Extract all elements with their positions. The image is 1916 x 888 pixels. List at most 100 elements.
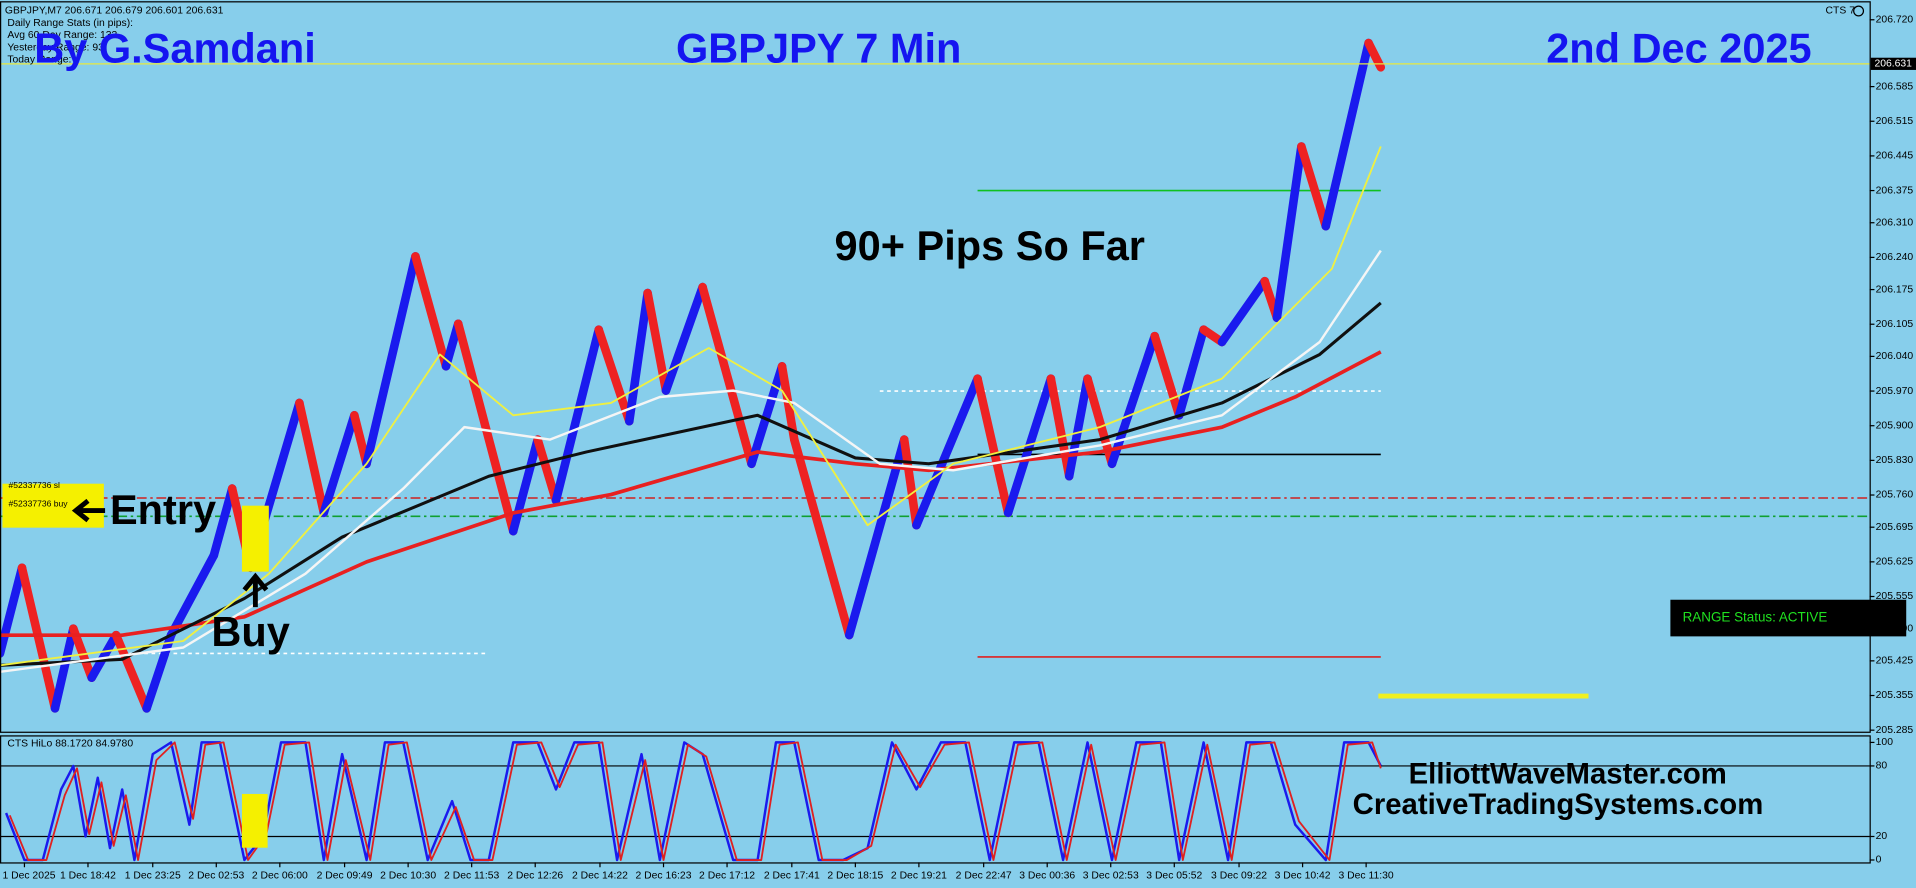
- price-swing: [111, 630, 151, 713]
- x-tick-label: 1 Dec 23:25: [125, 871, 181, 882]
- price-swing: [166, 551, 219, 640]
- y-tick-label: 205.830: [1876, 455, 1914, 466]
- stats-line: Avg 60 Day Range: 133: [7, 30, 117, 41]
- y-tick-label: 206.310: [1876, 217, 1914, 228]
- y-tick-label: 205.355: [1876, 690, 1914, 701]
- price-swing: [362, 252, 420, 469]
- platform-label: CTS 7: [1826, 6, 1856, 17]
- x-tick-label: 3 Dec 00:36: [1019, 871, 1075, 882]
- main-pane-border: [0, 1, 1871, 733]
- y-tick-label: 205.425: [1876, 656, 1914, 667]
- price-swing: [1321, 38, 1373, 231]
- price-swing: [87, 630, 121, 682]
- price-swing: [789, 435, 854, 640]
- price-swing: [698, 282, 756, 469]
- price-swing: [1272, 142, 1306, 323]
- price-swing: [912, 374, 982, 530]
- stats-line: Yesterday Range: 93: [7, 42, 104, 53]
- status-box: [1670, 599, 1907, 637]
- price-swing: [1150, 331, 1184, 420]
- entry-label: Entry: [110, 486, 216, 533]
- price-swing: [551, 325, 604, 505]
- price-swing: [625, 288, 652, 426]
- y-tick-label: 206.040: [1876, 351, 1914, 362]
- price-swing: [1107, 331, 1160, 469]
- oscillator-pane-border: [0, 735, 1871, 864]
- pips-note: 90+ Pips So Far: [835, 222, 1145, 269]
- entry-arrow: [71, 498, 106, 523]
- last-price-label: 206.631: [1874, 59, 1912, 70]
- x-tick-label: 3 Dec 02:53: [1083, 871, 1139, 882]
- x-tick-label: 2 Dec 22:47: [956, 871, 1012, 882]
- price-swing: [1064, 374, 1092, 481]
- author: By G.Samdani: [34, 24, 316, 71]
- x-tick-label: 3 Dec 09:22: [1211, 871, 1267, 882]
- x-tick-label: 2 Dec 11:53: [444, 871, 499, 882]
- indicator-line: [0, 350, 1382, 637]
- x-tick-label: 1 Dec 2025: [2, 871, 55, 882]
- price-swing: [533, 435, 561, 505]
- price-swing: [661, 282, 707, 395]
- y-tick-label: 206.375: [1876, 185, 1914, 196]
- buy-label: Buy: [211, 608, 289, 655]
- price-swing: [17, 563, 60, 713]
- x-tick-label: 1 Dec 18:42: [60, 871, 116, 882]
- y-tick-label: 20: [1876, 831, 1888, 842]
- indicator-line: [0, 249, 1382, 674]
- y-tick-label: 206.720: [1876, 15, 1914, 26]
- x-tick-label: 2 Dec 12:26: [507, 871, 563, 882]
- price-swing: [411, 252, 451, 371]
- status-text: RANGE Status: ACTIVE: [1683, 610, 1828, 625]
- buy-arrow: [242, 572, 269, 608]
- y-tick-label: 206.175: [1876, 284, 1914, 295]
- price-swing: [973, 374, 1013, 518]
- y-tick-label: 100: [1876, 737, 1894, 748]
- price-swing: [594, 325, 634, 426]
- oscillator-highlight: [241, 793, 268, 848]
- price-swing: [1174, 325, 1208, 420]
- price-swing: [142, 630, 176, 713]
- x-tick-label: 2 Dec 06:00: [252, 871, 308, 882]
- y-tick-label: 205.970: [1876, 386, 1914, 397]
- oscillator-title: CTS HiLo 88.1720 84.9780: [7, 739, 133, 750]
- indicator-line: [0, 301, 1382, 667]
- x-tick-label: 2 Dec 19:21: [891, 871, 947, 882]
- website: CreativeTradingSystems.com: [1353, 788, 1764, 821]
- price-swing: [50, 624, 78, 713]
- entry-highlight: [241, 505, 269, 572]
- price-swing: [844, 435, 909, 640]
- price-swing: [453, 319, 518, 536]
- y-tick-label: 205.695: [1876, 522, 1914, 533]
- y-tick-label: 206.445: [1876, 151, 1914, 162]
- x-tick-label: 2 Dec 10:30: [380, 871, 436, 882]
- indicator-line: [4, 741, 1382, 862]
- price-swing: [209, 484, 237, 560]
- y-tick-label: 205.760: [1876, 490, 1914, 501]
- price-swing: [319, 411, 359, 518]
- symbol-line: GBPJPY,M7 206.671 206.679 206.601 206.63…: [5, 6, 224, 17]
- price-swing: [747, 362, 787, 469]
- y-tick-label: 80: [1876, 761, 1888, 772]
- y-tick-label: 205.625: [1876, 557, 1914, 568]
- indicator-line: [0, 146, 1382, 667]
- stats-line: Today Range:: [7, 55, 71, 66]
- price-swing: [899, 435, 921, 530]
- x-tick-label: 2 Dec 02:53: [188, 871, 244, 882]
- x-tick-label: 2 Dec 17:41: [764, 871, 820, 882]
- x-tick-label: 3 Dec 11:30: [1339, 871, 1394, 882]
- date: 2nd Dec 2025: [1546, 24, 1811, 71]
- price-swing: [0, 563, 27, 658]
- y-tick-label: 206.240: [1876, 252, 1914, 263]
- y-tick-label: 206.585: [1876, 81, 1914, 92]
- x-tick-label: 2 Dec 16:23: [636, 871, 692, 882]
- x-tick-label: 2 Dec 14:22: [572, 871, 628, 882]
- price-swing: [295, 398, 329, 518]
- x-tick-label: 2 Dec 17:12: [699, 871, 755, 882]
- chart-title: GBPJPY 7 Min: [676, 24, 961, 71]
- stats-line: Daily Range Stats (in pips):: [7, 18, 133, 29]
- x-tick-label: 3 Dec 05:52: [1146, 871, 1202, 882]
- website: ElliottWaveMaster.com: [1409, 757, 1727, 790]
- y-tick-label: 205.555: [1876, 591, 1914, 602]
